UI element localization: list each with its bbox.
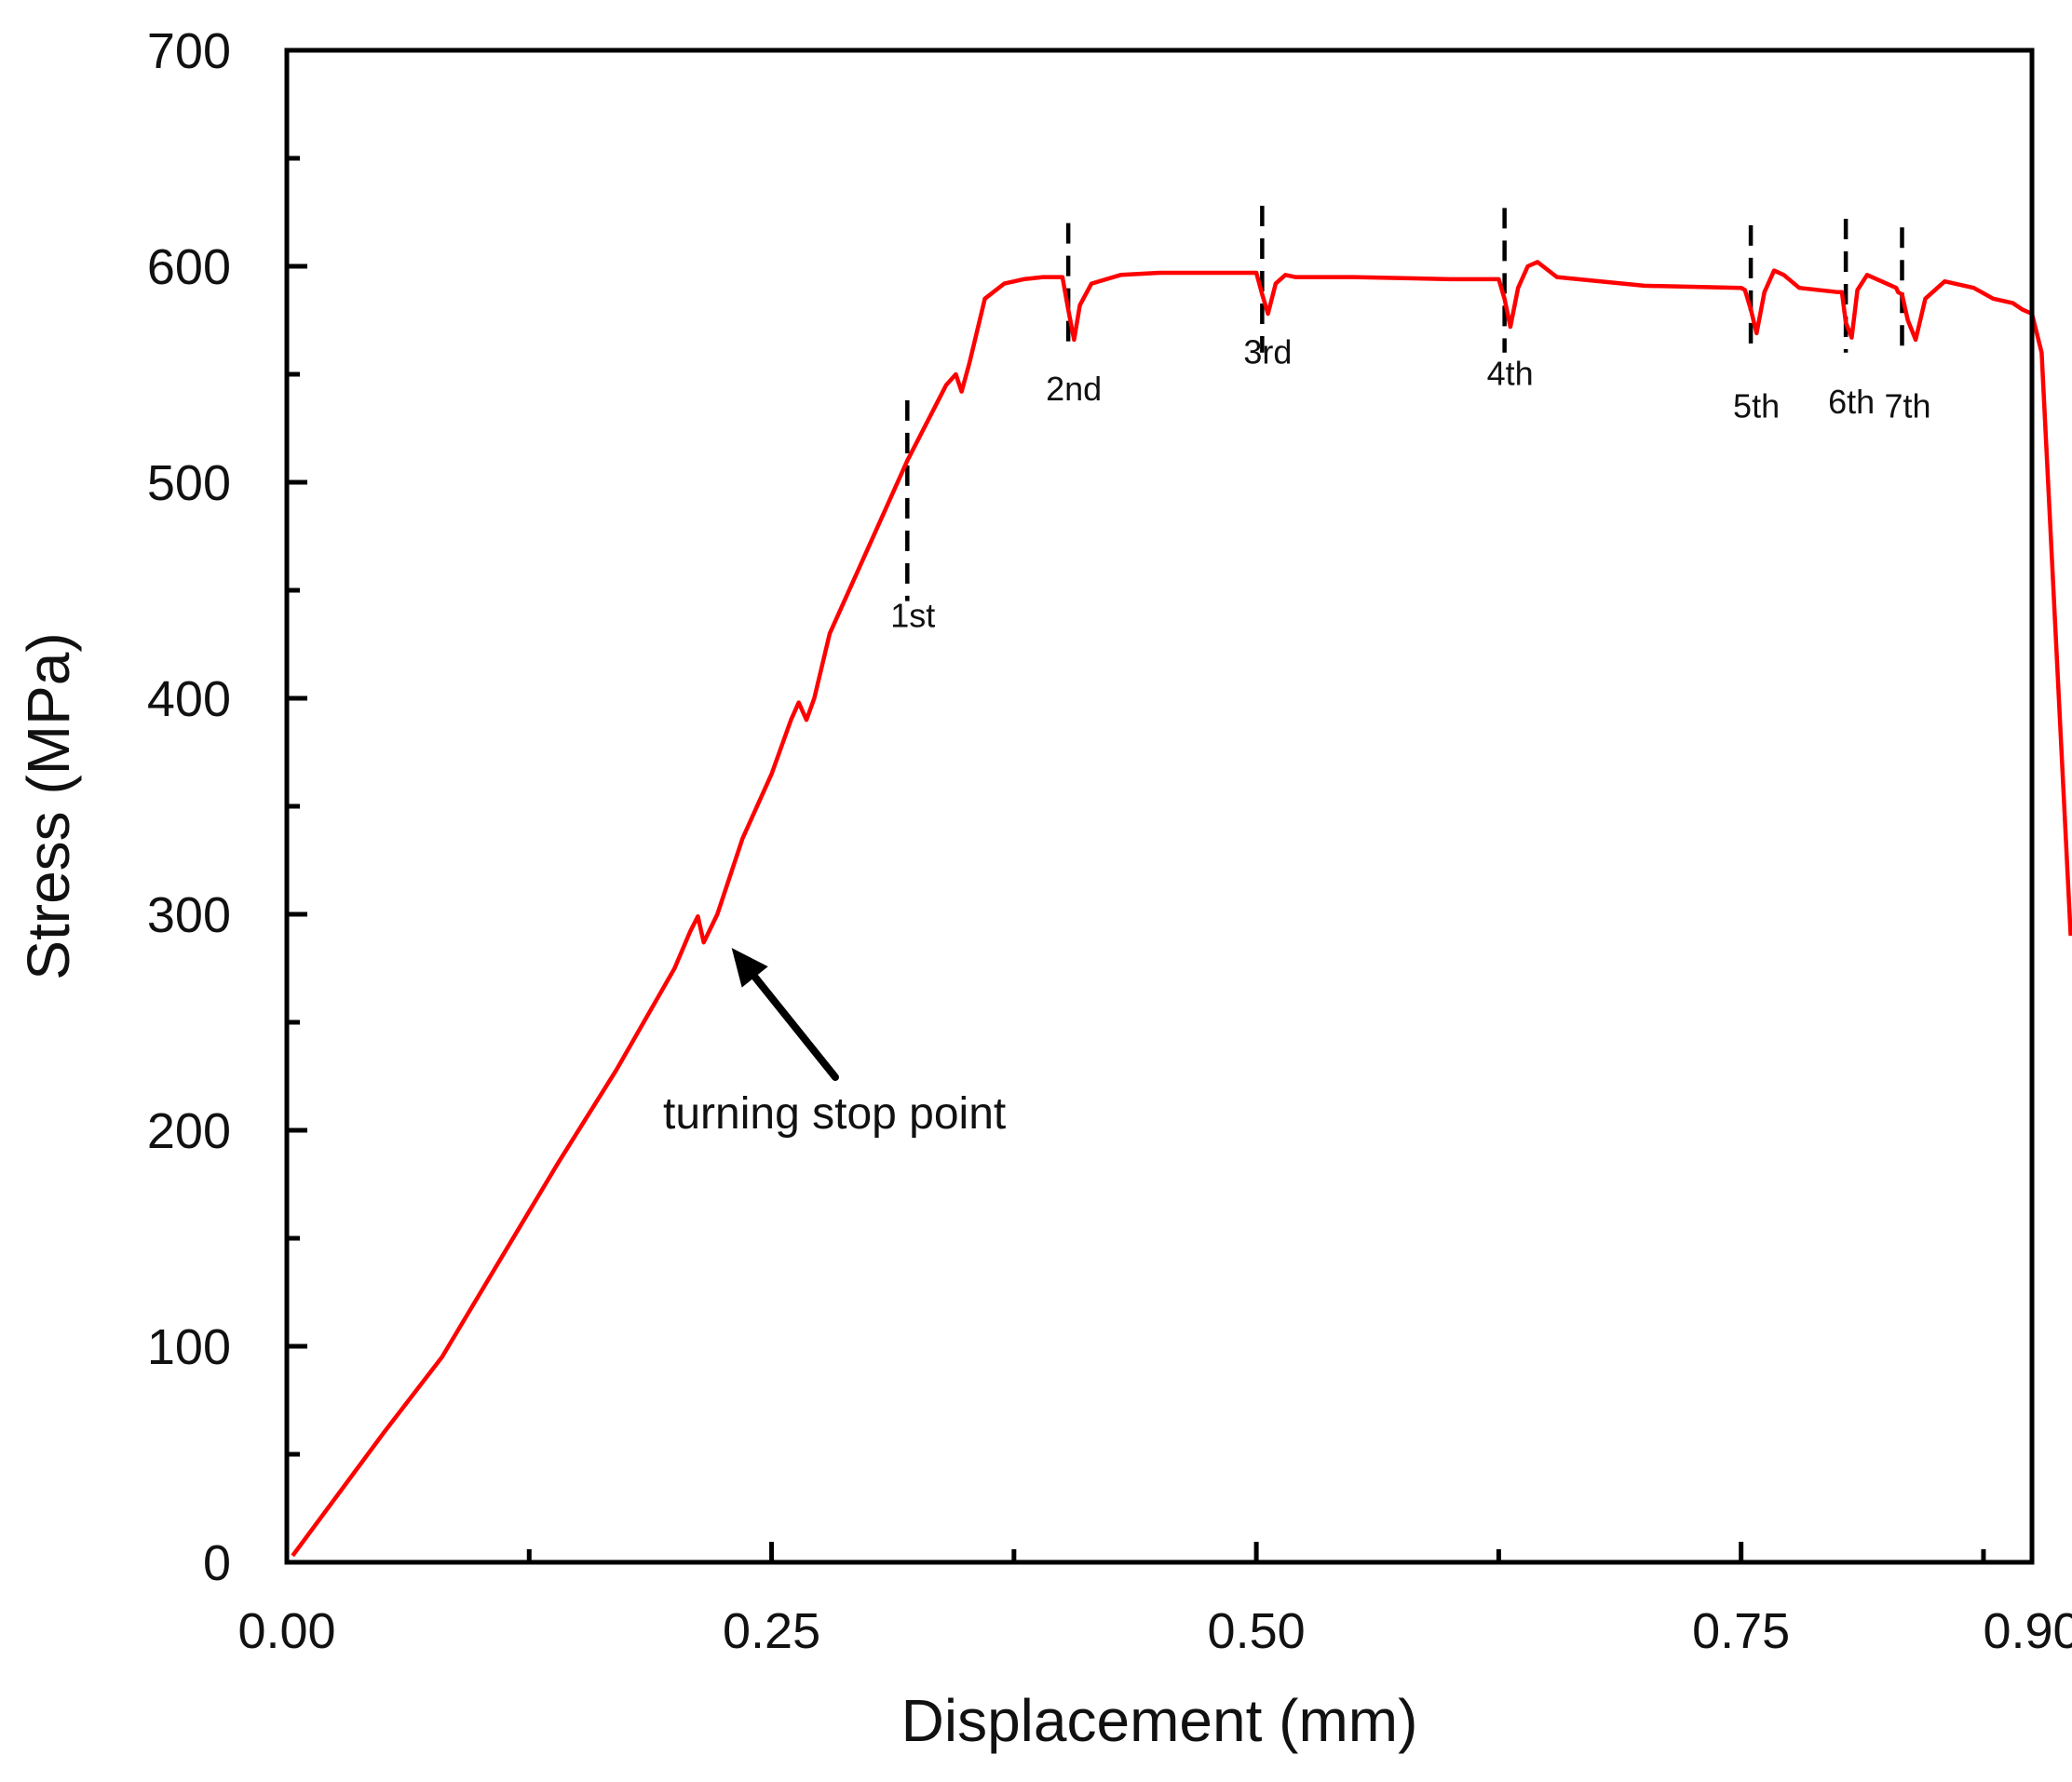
marker-label-5th: 5th bbox=[1733, 386, 1780, 425]
annotation-text: turning stop point bbox=[663, 1089, 1006, 1139]
arrow-head bbox=[731, 948, 768, 988]
marker-label-2nd: 2nd bbox=[1046, 370, 1102, 408]
x-axis-title: Displacement (mm) bbox=[901, 1687, 1418, 1754]
tick-labels: 0.00 0.25 0.50 0.75 0.90 0 100 200 300 400 500 600 7… bbox=[147, 23, 2072, 1659]
x-tick-label: 0.90 bbox=[1983, 1603, 2072, 1659]
turning-stop-arrow bbox=[751, 973, 839, 1081]
marker-label-3rd: 3rd bbox=[1243, 332, 1292, 371]
marker-label-6th: 6th bbox=[1828, 383, 1875, 421]
stress-curve-line bbox=[291, 260, 2072, 1558]
x-tick-label: 0.75 bbox=[1692, 1603, 1790, 1659]
plot-frame bbox=[284, 47, 2035, 1565]
y-axis-title: Stress (MPa) bbox=[15, 632, 82, 979]
y-tick-label: 600 bbox=[147, 239, 231, 295]
marker-label-1st: 1st bbox=[890, 596, 935, 634]
marker-label-4th: 4th bbox=[1487, 355, 1534, 393]
y-tick-label: 500 bbox=[147, 455, 231, 511]
y-tick-label: 100 bbox=[147, 1319, 231, 1375]
y-tick-label: 200 bbox=[147, 1103, 231, 1159]
marker-label-7th: 7th bbox=[1884, 386, 1930, 425]
y-tick-label: 400 bbox=[147, 671, 231, 727]
y-tick-label: 700 bbox=[147, 23, 231, 79]
x-tick-label: 0.25 bbox=[723, 1603, 820, 1659]
annotation: turning stop point bbox=[663, 948, 1006, 1139]
x-tick-label: 0.50 bbox=[1208, 1603, 1306, 1659]
x-tick-label: 0.00 bbox=[237, 1603, 335, 1659]
y-tick-label: 0 bbox=[203, 1535, 231, 1591]
y-tick-label: 300 bbox=[147, 887, 231, 943]
marker-lines: 1st 2nd 3rd 4th 5th 6th 7th bbox=[890, 206, 1931, 634]
